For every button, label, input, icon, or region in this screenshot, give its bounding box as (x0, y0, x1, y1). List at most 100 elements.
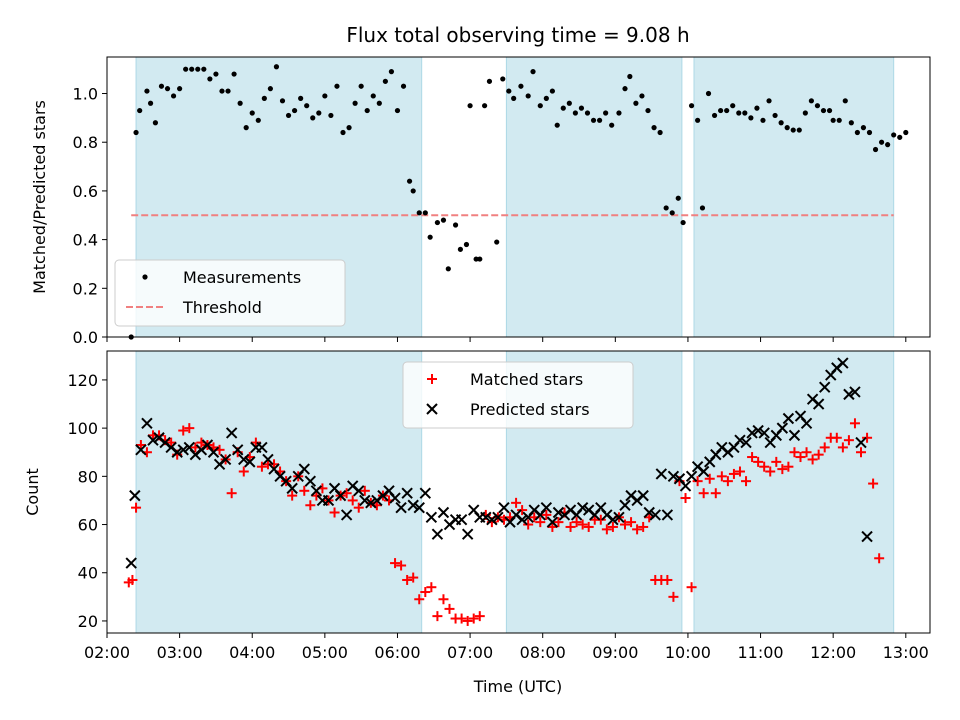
data-point (177, 86, 183, 92)
data-point (802, 110, 808, 116)
data-point (820, 107, 827, 114)
x-tick-label: 12:00 (810, 643, 856, 662)
data-point (663, 205, 669, 211)
data-point (219, 88, 225, 94)
y-tick-label: 0.8 (73, 133, 98, 152)
data-point (158, 83, 165, 89)
data-point (807, 454, 818, 465)
data-point (772, 112, 778, 119)
data-point (416, 210, 422, 216)
data-point (680, 493, 691, 504)
data-point (511, 95, 517, 101)
data-point (795, 452, 806, 463)
data-point (801, 447, 812, 458)
bottom-panel: 20 40 60 80 100 120 02:00 03:00 04:00 05:00 06:00 0… (67, 350, 931, 662)
data-point (525, 93, 531, 99)
data-point (790, 127, 796, 133)
data-point (353, 502, 364, 513)
data-point (135, 444, 147, 456)
data-point (310, 115, 316, 121)
data-point (273, 64, 280, 70)
data-point (133, 129, 139, 136)
data-point (685, 470, 698, 483)
data-point (486, 78, 493, 84)
data-point (601, 524, 612, 535)
data-point (407, 499, 419, 511)
data-point (697, 465, 710, 478)
data-point (516, 514, 528, 526)
data-point (766, 98, 772, 104)
data-point (455, 514, 468, 526)
bottom-y-axis-label: Count (23, 468, 42, 516)
data-point (425, 511, 438, 524)
y-tick-label: 100 (67, 419, 98, 438)
data-point (837, 357, 849, 369)
x-tick-label: 13:00 (883, 643, 929, 662)
x-tick-label: 08:00 (520, 643, 566, 662)
data-point (394, 107, 401, 114)
y-tick-label: 0.0 (73, 328, 98, 347)
data-point (340, 129, 346, 136)
data-point (125, 557, 137, 569)
data-point (868, 478, 879, 489)
data-point (698, 488, 709, 499)
data-point (352, 100, 358, 106)
data-point (298, 95, 304, 101)
data-point (457, 246, 464, 252)
data-point (474, 611, 485, 622)
data-point (783, 461, 794, 472)
data-point (627, 73, 633, 80)
data-point (422, 210, 428, 216)
y-tick-label: 0.6 (73, 182, 98, 201)
data-point (633, 100, 639, 106)
data-point (710, 488, 721, 499)
data-point (759, 461, 770, 472)
top-legend: Measurements Threshold (114, 259, 346, 327)
data-point (213, 71, 219, 77)
data-point (874, 553, 885, 564)
x-tick-label: 05:00 (302, 643, 348, 662)
data-point (837, 442, 848, 453)
data-point (891, 132, 897, 138)
data-point (741, 476, 752, 487)
data-point (843, 388, 855, 401)
data-point (408, 572, 419, 583)
data-point (438, 594, 449, 605)
legend-label-predicted-stars: Predicted stars (470, 400, 590, 419)
data-point (177, 444, 189, 456)
data-point (830, 117, 836, 123)
y-tick-label: 80 (78, 467, 98, 486)
data-point (813, 449, 824, 460)
top-y-axis-label: Matched/Predicted stars (30, 100, 49, 294)
chart-title: Flux total observing time = 9.08 h (346, 23, 689, 47)
data-point (340, 509, 353, 521)
data-point (511, 497, 522, 508)
data-point (590, 117, 597, 123)
data-point (207, 76, 213, 82)
data-point (752, 424, 764, 437)
data-point (848, 120, 854, 126)
data-point (256, 461, 267, 472)
data-point (661, 509, 674, 521)
data-point (596, 117, 603, 123)
x-tick-label: 02:00 (84, 643, 130, 662)
data-point (171, 446, 183, 458)
shaded-interval (505, 56, 683, 338)
data-point (304, 103, 310, 109)
data-point (862, 432, 873, 443)
data-point (359, 494, 371, 507)
data-point (462, 615, 473, 626)
data-point (704, 473, 715, 484)
y-tick-label: 40 (78, 564, 98, 583)
plot-frame (106, 350, 931, 634)
data-point (286, 482, 298, 495)
data-point (401, 487, 413, 499)
data-point (129, 489, 141, 502)
data-point (747, 452, 758, 463)
data-point (716, 471, 727, 482)
data-point (178, 425, 189, 436)
data-point (243, 125, 249, 131)
data-point (836, 117, 842, 123)
data-point (788, 429, 801, 442)
